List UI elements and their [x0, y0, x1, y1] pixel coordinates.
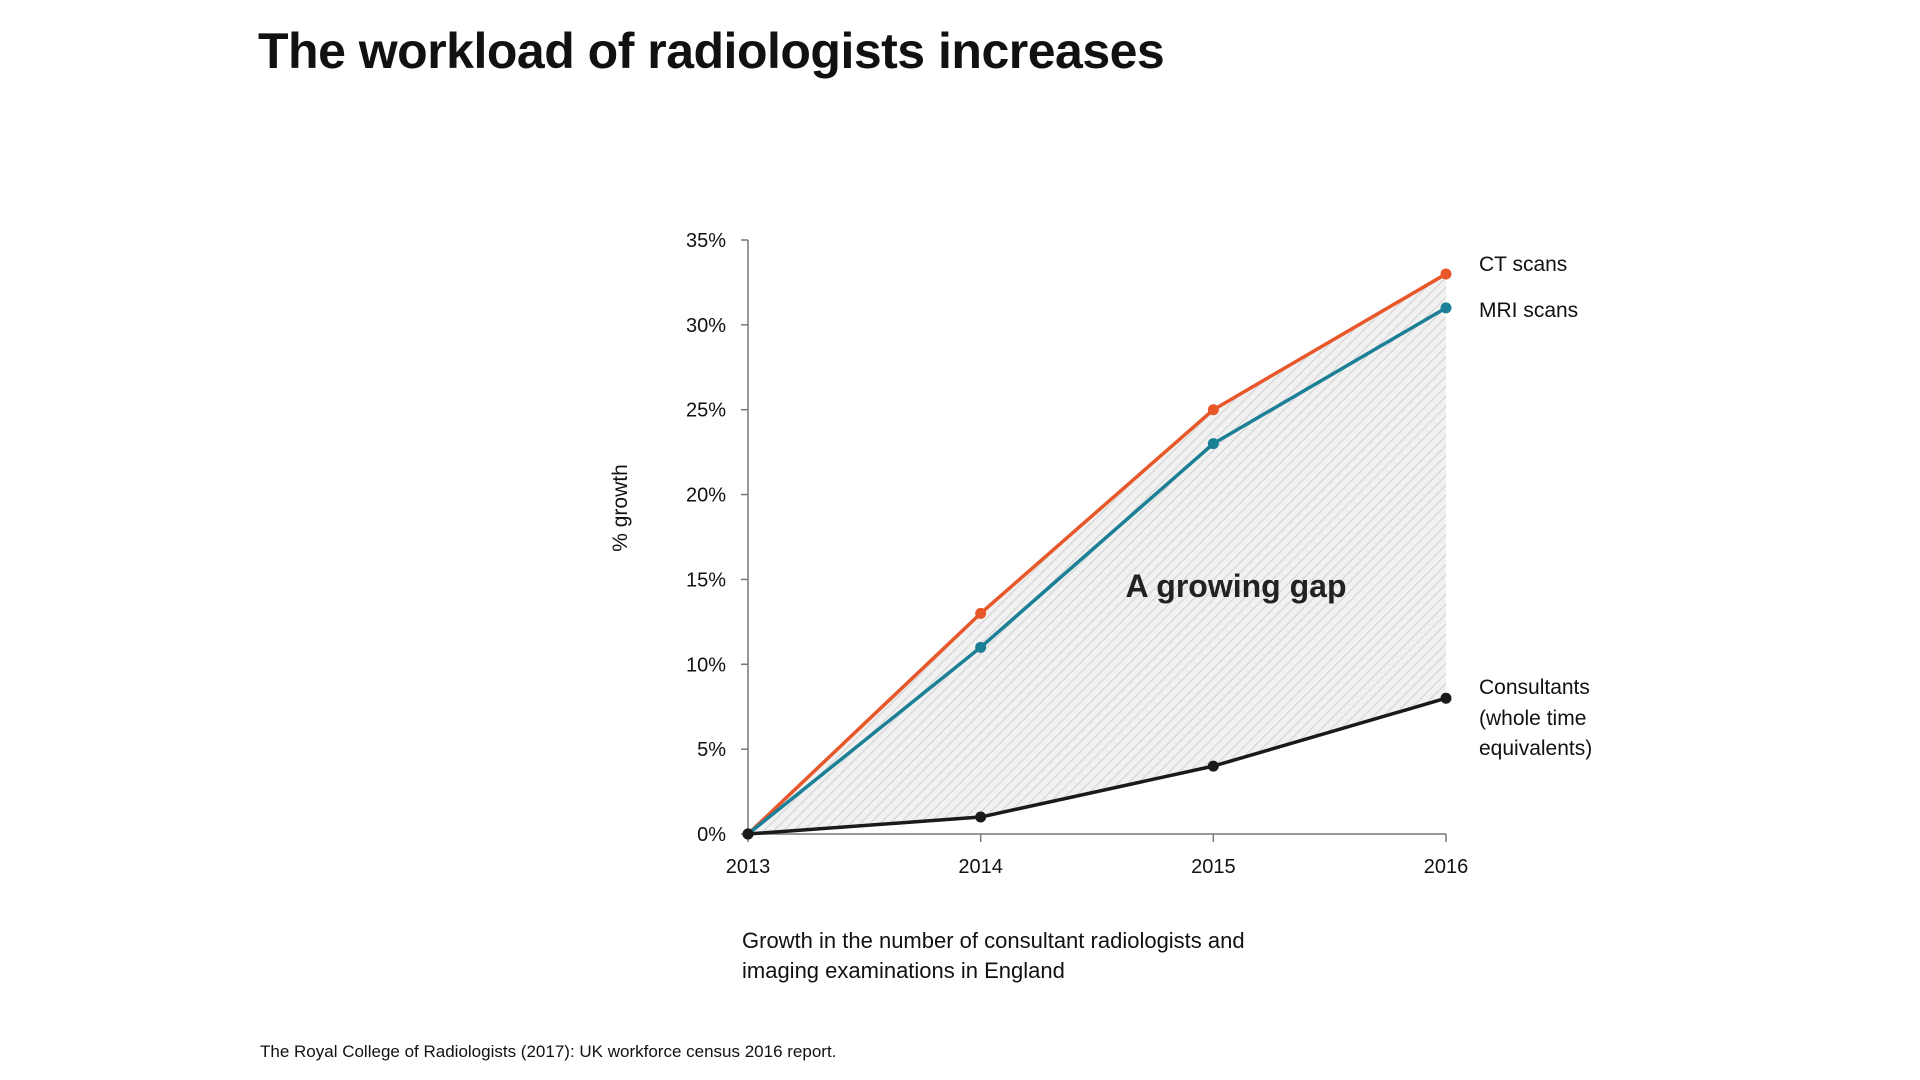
chart-caption-line-2: imaging examinations in England [742, 958, 1065, 983]
page-title: The workload of radiologists increases [258, 23, 1165, 79]
x-tick-label: 2015 [1191, 856, 1236, 878]
series-label: (whole time [1479, 707, 1586, 730]
data-point [1207, 404, 1219, 416]
y-tick-label: 20% [686, 485, 726, 507]
data-point [1440, 692, 1452, 704]
series-label: CT scans [1479, 253, 1567, 276]
data-point [1207, 438, 1219, 450]
y-tick-label: 0% [697, 824, 726, 846]
series-line [746, 306, 1447, 836]
gap-annotation: A growing gap [1125, 568, 1346, 604]
data-point [1440, 302, 1452, 314]
x-tick-label: 2014 [958, 856, 1003, 878]
chart-caption-line-1: Growth in the number of consultant radio… [742, 928, 1245, 953]
data-point [1207, 760, 1219, 772]
y-tick-label: 25% [686, 400, 726, 422]
series-line [746, 272, 1447, 836]
y-tick-label: 15% [686, 569, 726, 591]
data-point [1440, 268, 1452, 280]
data-point [975, 811, 987, 823]
data-point [975, 641, 987, 653]
series-line [747, 696, 1447, 836]
y-tick-label: 10% [686, 654, 726, 676]
series-label: equivalents) [1479, 737, 1592, 760]
series-label: MRI scans [1479, 299, 1578, 322]
source-citation: The Royal College of Radiologists (2017)… [260, 1042, 837, 1061]
x-tick-label: 2016 [1424, 856, 1469, 878]
y-tick-label: 5% [697, 739, 726, 761]
y-axis-title: % growth [609, 464, 632, 552]
data-point [742, 828, 754, 840]
data-point [975, 607, 987, 619]
y-tick-label: 30% [686, 315, 726, 337]
series-label: Consultants [1479, 676, 1590, 699]
x-tick-label: 2013 [726, 856, 771, 878]
y-tick-label: 35% [686, 230, 726, 252]
